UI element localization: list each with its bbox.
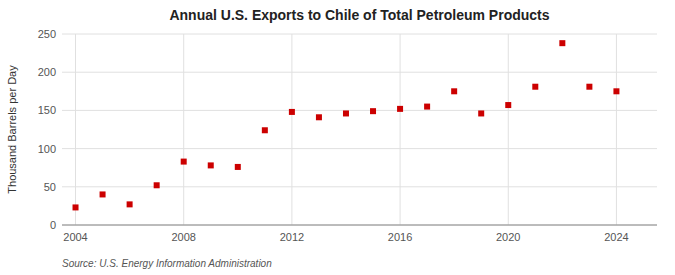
y-grid-line xyxy=(62,72,657,73)
y-grid-line xyxy=(62,34,657,35)
x-tick-label: 2024 xyxy=(604,231,628,243)
chart-svg: Annual U.S. Exports to Chile of Total Pe… xyxy=(0,0,675,275)
title: Annual U.S. Exports to Chile of Total Pe… xyxy=(169,7,549,23)
point xyxy=(370,108,376,114)
y-grid-line xyxy=(62,148,657,149)
point xyxy=(586,84,592,90)
x-grid-line xyxy=(291,34,292,225)
y-tick-label: 0 xyxy=(50,219,56,231)
point xyxy=(208,162,214,168)
x-tick-label: 2016 xyxy=(388,231,412,243)
y-tick-label: 100 xyxy=(38,143,56,155)
x-tick-label: 2008 xyxy=(171,231,195,243)
y-grid-line xyxy=(62,110,657,111)
point xyxy=(478,110,484,116)
x-grid-line xyxy=(183,34,184,225)
point xyxy=(127,201,133,207)
grid xyxy=(62,34,657,225)
point xyxy=(451,88,457,94)
point xyxy=(262,127,268,133)
point xyxy=(532,84,538,90)
point xyxy=(181,159,187,165)
point xyxy=(397,106,403,112)
source-note: Source: U.S. Energy Information Administ… xyxy=(62,258,272,269)
y-tick-label: 200 xyxy=(38,66,56,78)
points xyxy=(73,40,620,210)
point xyxy=(316,114,322,120)
point xyxy=(100,191,106,197)
x-tick-label: 2012 xyxy=(280,231,304,243)
x-grid-line xyxy=(75,34,76,225)
point xyxy=(613,88,619,94)
y-axis-label: Thousand Barrels per Day xyxy=(6,65,18,194)
point xyxy=(424,104,430,110)
y-grid-line xyxy=(62,186,657,187)
point xyxy=(235,164,241,170)
point xyxy=(505,102,511,108)
point xyxy=(559,40,565,46)
y-tick-label: 150 xyxy=(38,104,56,116)
y-tick-label: 250 xyxy=(38,28,56,40)
y-grid-line xyxy=(62,225,657,226)
point xyxy=(289,109,295,115)
point xyxy=(73,204,79,210)
x-axis-line xyxy=(62,225,657,226)
x-tick-label: 2004 xyxy=(63,231,87,243)
x-grid-line xyxy=(400,34,401,225)
x-tick-label: 2020 xyxy=(496,231,520,243)
x-grid-line xyxy=(508,34,509,225)
point xyxy=(343,110,349,116)
point xyxy=(154,182,160,188)
chart-container: Annual U.S. Exports to Chile of Total Pe… xyxy=(0,0,675,275)
x-grid-line xyxy=(616,34,617,225)
y-tick-label: 50 xyxy=(44,181,56,193)
